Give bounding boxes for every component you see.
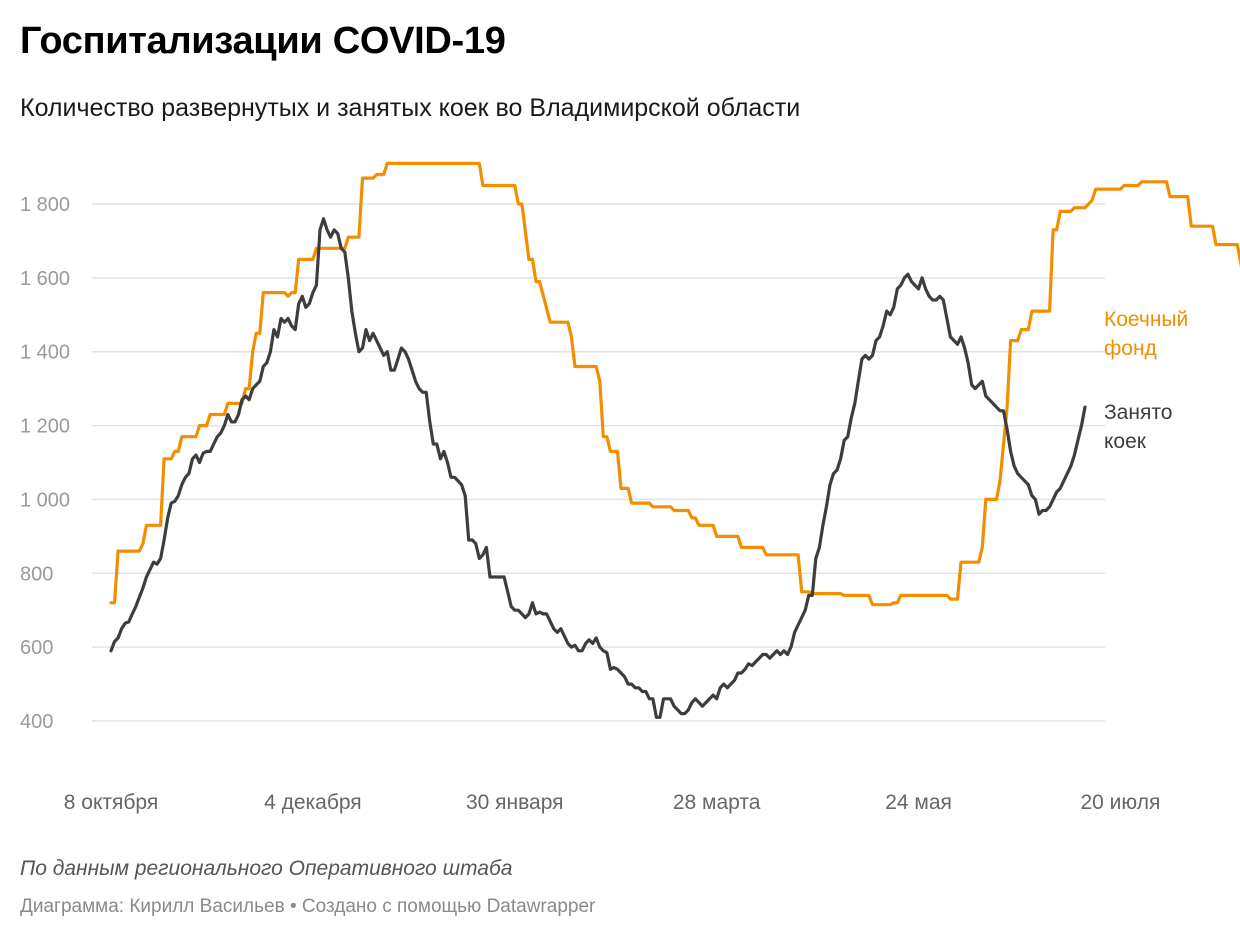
x-tick-label: 28 марта — [673, 791, 761, 814]
chart-title: Госпитализации COVID-19 — [20, 20, 506, 62]
y-tick-label: 1 600 — [20, 268, 70, 290]
occupied-beds-label: Занято — [1104, 401, 1172, 424]
source-note: По данным регионального Оперативного шта… — [20, 857, 513, 880]
y-tick-label: 1 200 — [20, 416, 70, 438]
chart-subtitle: Количество развернутых и занятых коек во… — [20, 94, 801, 122]
x-tick-label: 8 октября — [64, 791, 158, 814]
x-tick-label: 24 мая — [885, 791, 952, 814]
beds-capacity-label: фонд — [1104, 337, 1157, 360]
y-tick-label: 400 — [20, 711, 53, 733]
occupied-beds-line — [109, 217, 1087, 719]
gridlines — [92, 203, 1105, 722]
y-tick-label: 1 400 — [20, 342, 70, 364]
beds-capacity-line — [109, 161, 1240, 607]
occupied-beds-label: коек — [1104, 430, 1147, 453]
x-axis-ticks: 8 октября 4 декабря 30 января 28 марта 24 ма… — [64, 791, 1161, 814]
y-axis-ticks: 400 600 800 1 000 1 200 1 400 1 600 1 800 — [20, 194, 70, 733]
x-tick-label: 30 января — [466, 791, 564, 814]
series-lines — [109, 161, 1240, 719]
byline: Диаграмма: Кирилл Васильев • Создано с п… — [20, 896, 596, 917]
x-tick-label: 4 декабря — [264, 791, 362, 814]
x-tick-label: 20 июля — [1080, 791, 1160, 814]
y-tick-label: 600 — [20, 637, 53, 659]
y-tick-label: 1 800 — [20, 194, 70, 216]
series-labels: Коечный фонд Занято коек — [1104, 308, 1188, 453]
line-chart: 400 600 800 1 000 1 200 1 400 1 600 1 800 8 окт… — [20, 161, 1240, 814]
y-tick-label: 1 000 — [20, 489, 70, 511]
beds-capacity-label: Коечный — [1104, 308, 1188, 331]
y-tick-label: 800 — [20, 563, 53, 585]
